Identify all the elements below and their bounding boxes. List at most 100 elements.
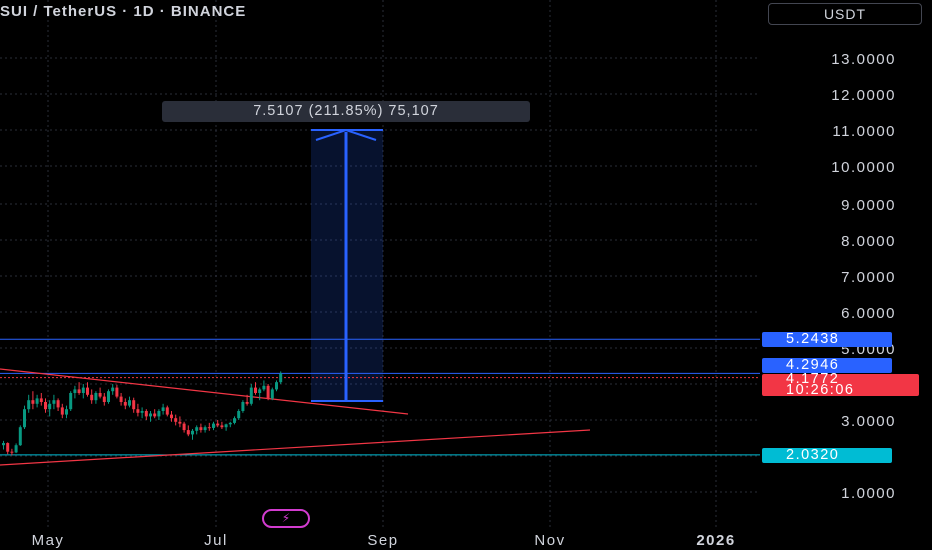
candle-body (178, 421, 182, 424)
candle-body (207, 427, 211, 429)
candle-body (128, 400, 131, 406)
candle-body (186, 430, 190, 435)
y-tick-label: 6.0000 (841, 305, 896, 322)
symbol-title[interactable]: SUI / TetherUS · 1D · BINANCE (0, 3, 247, 20)
candle-body (123, 402, 127, 406)
measure-arrowhead (315, 128, 377, 141)
candle-body (60, 407, 64, 415)
candle-body (65, 409, 68, 415)
candle-body (14, 445, 18, 453)
y-tick-label: 9.0000 (841, 197, 896, 214)
candle-body (136, 409, 140, 413)
x-tick-label: May (32, 532, 65, 549)
candle-body (102, 396, 106, 402)
candle-body (212, 423, 215, 428)
countdown-badge: 10:26:06 (762, 383, 919, 397)
candle-body (182, 423, 186, 431)
y-tick-label: 10.0000 (831, 159, 896, 176)
candle-body (157, 411, 161, 417)
lightning-icon[interactable]: ⚡ (262, 509, 310, 528)
candle-body (149, 413, 152, 417)
candle-body (220, 425, 224, 428)
candle-body (258, 389, 262, 393)
candle-body (98, 393, 102, 397)
candle-body (165, 407, 169, 415)
candle-body (44, 402, 47, 410)
trendlines[interactable] (0, 368, 591, 466)
resistance-price-badge: 5.2438 (762, 332, 892, 347)
candle-body (237, 411, 241, 419)
candlestick-series (2, 371, 283, 456)
candle-body (132, 400, 136, 410)
candle-body (107, 391, 110, 402)
candle-body (10, 451, 14, 453)
candle-body (249, 387, 253, 404)
candle-body (77, 389, 81, 393)
candle-body (279, 373, 283, 383)
candle-body (2, 443, 5, 446)
y-tick-label: 13.0000 (831, 51, 896, 68)
candle-body (6, 443, 10, 452)
candle-body (245, 402, 249, 404)
candle-body (23, 409, 26, 428)
last-close-price-badge: 4.2946 (762, 358, 892, 373)
support-price-badge: 2.0320 (762, 448, 892, 463)
candle-body (18, 427, 22, 446)
candle-body (73, 389, 77, 393)
candle-body (31, 400, 35, 404)
y-tick-label: 12.0000 (831, 87, 896, 104)
candle-body (48, 403, 52, 410)
candle-body (27, 400, 31, 410)
x-tick-label: 2026 (696, 532, 735, 549)
candle-body (275, 382, 278, 390)
price-levels[interactable] (0, 338, 760, 456)
currency-button[interactable]: USDT (768, 3, 922, 25)
candle-body (262, 385, 266, 390)
measure-label: 7.5107 (211.85%) 75,107 (162, 101, 530, 122)
descending-trendline[interactable] (0, 368, 409, 415)
candle-body (140, 411, 144, 413)
candle-body (199, 427, 203, 431)
candle-body (266, 385, 270, 399)
candle-body (254, 387, 257, 393)
candle-body (81, 387, 85, 393)
y-tick-label: 3.0000 (841, 413, 896, 430)
candle-body (216, 423, 220, 426)
candle-body (56, 400, 60, 408)
candle-body (94, 393, 98, 401)
x-tick-label: Jul (204, 532, 228, 549)
y-tick-label: 7.0000 (841, 269, 896, 286)
candle-body (86, 387, 89, 395)
chart-grid (0, 0, 760, 528)
price-axis[interactable]: 13.0000 12.0000 11.0000 10.0000 9.0000 8.0000… (831, 51, 896, 502)
candle-body (119, 396, 123, 402)
y-tick-label: 1.0000 (841, 485, 896, 502)
candle-body (195, 427, 199, 431)
candle-body (153, 413, 157, 417)
candle-body (69, 393, 73, 410)
candle-body (224, 424, 228, 428)
time-axis[interactable]: May Jul Sep Nov 2026 (32, 532, 736, 549)
candle-body (170, 414, 173, 419)
candle-body (161, 407, 165, 411)
candle-body (115, 387, 119, 397)
candle-body (52, 400, 56, 404)
x-tick-label: Sep (367, 532, 398, 549)
candle-body (111, 387, 115, 392)
candle-body (90, 394, 94, 401)
candle-body (144, 411, 148, 417)
current-price-value: 4.1772 (786, 371, 840, 387)
candle-body (203, 427, 207, 431)
x-tick-label: Nov (534, 532, 565, 549)
candle-body (241, 402, 245, 411)
measure-arrow[interactable] (311, 128, 383, 402)
candle-body (191, 430, 194, 435)
candle-body (228, 422, 232, 425)
candle-body (39, 398, 43, 402)
y-tick-label: 8.0000 (841, 233, 896, 250)
ascending-trendline[interactable] (0, 429, 591, 466)
y-tick-label: 11.0000 (832, 123, 896, 140)
candle-body (270, 389, 274, 399)
candle-body (35, 398, 39, 404)
